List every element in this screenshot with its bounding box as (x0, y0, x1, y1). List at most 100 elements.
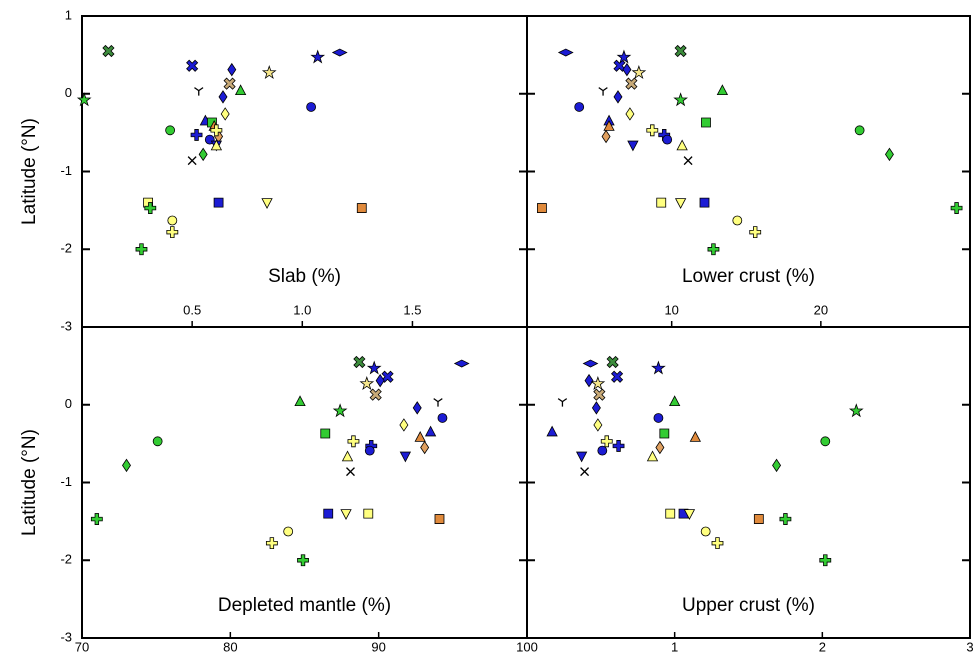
data-point (437, 413, 448, 423)
data-point (631, 65, 647, 80)
data-point (575, 451, 588, 463)
y-tick-label: -1 (60, 474, 72, 489)
data-point (135, 243, 148, 256)
data-point (613, 59, 626, 72)
x-tick-label: 80 (223, 639, 237, 654)
data-point (261, 198, 273, 209)
data-point (420, 440, 430, 455)
data-point (557, 48, 574, 57)
data-point (122, 458, 131, 473)
data-point (341, 450, 354, 462)
x-tick-label: 1.0 (293, 302, 311, 317)
data-point (950, 202, 963, 214)
x-axis-label: Depleted mantle (%) (218, 595, 391, 616)
data-point (210, 124, 223, 137)
data-point (187, 156, 197, 166)
data-point (772, 458, 782, 473)
data-point (676, 139, 688, 151)
x-tick-label: 0.5 (183, 302, 201, 317)
data-point (227, 62, 237, 77)
data-point (753, 514, 764, 524)
data-point (433, 398, 443, 407)
x-tick-label: 20 (814, 302, 828, 317)
data-point (603, 120, 615, 131)
x-axis-label: Slab (%) (268, 266, 341, 287)
data-point (707, 243, 720, 256)
data-point (424, 425, 437, 437)
y-tick-label: -3 (60, 629, 72, 644)
data-point (261, 65, 277, 80)
data-point (622, 62, 632, 77)
data-point (610, 370, 624, 383)
data-point (749, 226, 762, 239)
y-axis-label: Latitude (°N) (19, 429, 40, 536)
data-point (819, 554, 832, 567)
data-point (820, 436, 831, 447)
data-point (546, 425, 558, 437)
data-point (320, 428, 331, 439)
data-point (297, 554, 309, 567)
data-point (674, 198, 687, 209)
data-point (701, 117, 711, 128)
data-point (76, 92, 92, 107)
data-point (582, 359, 599, 368)
y-axis-label: Latitude (°N) (19, 118, 40, 225)
data-point (194, 87, 204, 96)
data-point (220, 107, 230, 121)
x-axis-label: Lower crust (%) (682, 266, 815, 287)
data-point (340, 509, 352, 520)
y-tick-label: -2 (60, 241, 72, 256)
data-point (332, 403, 348, 418)
data-point (166, 226, 179, 239)
data-point (601, 129, 611, 144)
data-point (399, 451, 412, 463)
data-point (213, 197, 224, 208)
data-point (144, 202, 157, 214)
x-tick-label: 10 (664, 302, 678, 317)
data-point (306, 102, 317, 112)
data-point (711, 537, 724, 550)
data-point (606, 355, 619, 369)
data-point (848, 403, 864, 418)
data-point (616, 49, 632, 64)
data-point (600, 435, 613, 448)
data-point (580, 467, 590, 477)
data-point (537, 203, 547, 213)
data-point (699, 197, 710, 208)
x-tick-label: 1.5 (403, 302, 421, 317)
data-point (584, 373, 594, 388)
data-point (167, 215, 178, 226)
data-point (651, 360, 666, 375)
data-point (732, 215, 743, 226)
data-point (223, 77, 236, 90)
data-point (347, 435, 360, 448)
data-point (612, 440, 625, 452)
data-point (165, 125, 176, 136)
data-point (434, 514, 445, 524)
x-tick-label: 90 (371, 639, 385, 654)
data-point (265, 537, 278, 550)
data-point (593, 388, 606, 401)
x-tick-label: 1 (671, 639, 678, 654)
data-point (884, 147, 894, 162)
data-point (359, 376, 375, 391)
x-axis-label: Upper crust (%) (682, 595, 815, 616)
data-point (591, 401, 601, 415)
data-point (353, 355, 366, 369)
data-point (669, 395, 681, 407)
data-point (356, 203, 367, 213)
data-point (716, 84, 729, 96)
data-point (674, 44, 687, 58)
data-point (779, 513, 792, 525)
data-point (453, 359, 470, 368)
data-point (186, 59, 199, 72)
panel-frame (81, 326, 528, 639)
y-tick-label: 0 (65, 85, 72, 100)
data-point (369, 388, 382, 401)
data-point (414, 431, 426, 442)
panel-frame (526, 326, 971, 639)
data-point (662, 134, 673, 145)
data-point (659, 428, 670, 439)
data-point (90, 513, 103, 525)
